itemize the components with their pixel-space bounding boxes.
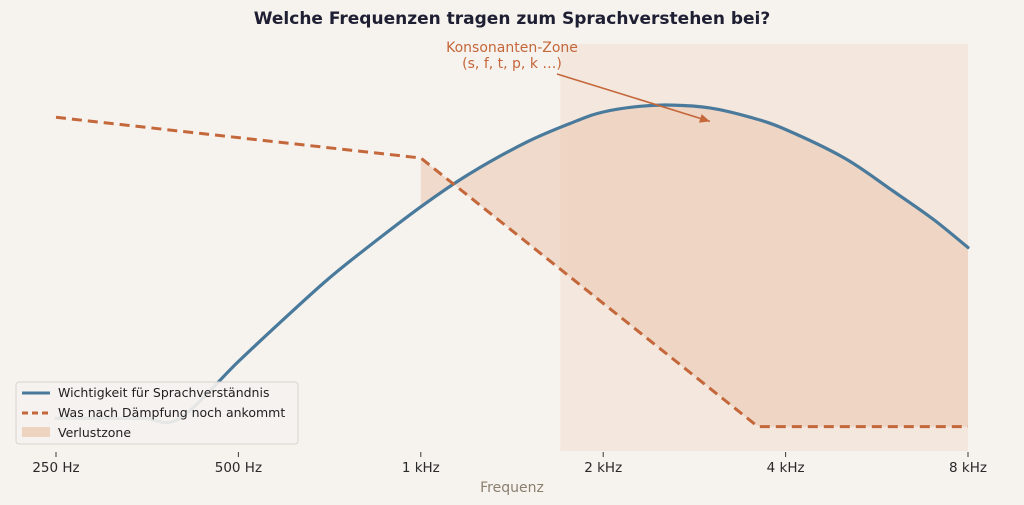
legend-label-loss-zone: Verlustzone [58, 425, 131, 440]
chart-title: Welche Frequenzen tragen zum Sprachverst… [254, 9, 771, 29]
x-tick-label: 250 Hz [32, 460, 79, 476]
annotation-arrow-head [699, 114, 710, 123]
legend-label-importance: Wichtigkeit für Sprachverständnis [58, 385, 269, 400]
x-tick-label: 4 kHz [767, 460, 805, 476]
legend-swatch-loss-zone [22, 427, 50, 437]
annotation-arrow-line [556, 73, 711, 123]
annotation: Konsonanten-Zone (s, f, t, p, k …) [446, 40, 711, 123]
legend-label-attenuated: Was nach Dämpfung noch ankommt [58, 405, 285, 420]
x-tick-label: 1 kHz [402, 460, 440, 476]
x-tick-label: 8 kHz [949, 460, 987, 476]
x-tick-label: 2 kHz [584, 460, 622, 476]
series-line-attenuated [55, 115, 968, 429]
shaded-regions [420, 44, 968, 451]
x-axis: 250 Hz 500 Hz 1 kHz 2 kHz 4 kHz 8 kHz [32, 452, 987, 476]
annotation-line-2: (s, f, t, p, k …) [462, 56, 562, 72]
legend: Wichtigkeit für Sprachverständnis Was na… [15, 381, 299, 445]
x-tick-label: 500 Hz [215, 460, 262, 476]
legend-frame [15, 381, 299, 445]
loss-zone-area [420, 105, 968, 427]
x-axis-label: Frequenz [480, 480, 544, 496]
annotation-line-1: Konsonanten-Zone [446, 40, 578, 56]
